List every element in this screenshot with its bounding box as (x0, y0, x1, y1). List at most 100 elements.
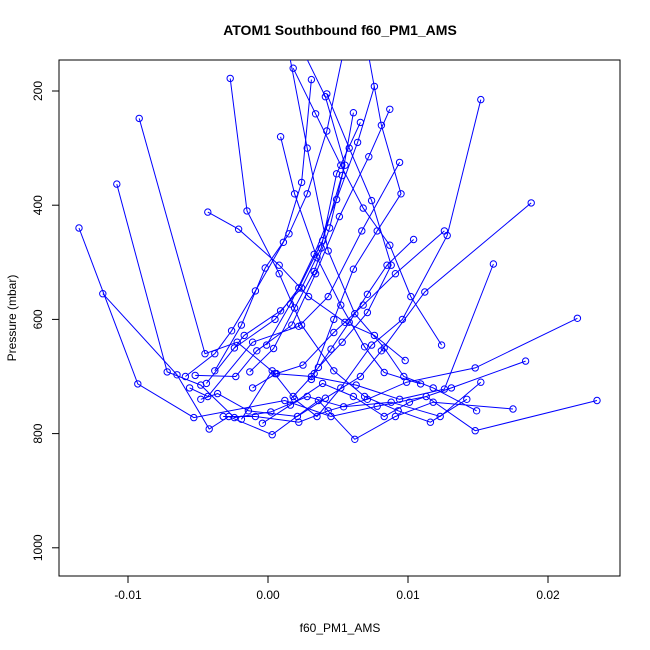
data-point (99, 290, 107, 298)
series-line-16 (292, 67, 443, 346)
x-tick-label: 0.00 (256, 588, 280, 602)
data-point (262, 341, 271, 349)
data-point (324, 292, 332, 301)
series-line-2 (116, 183, 482, 419)
data-point (471, 364, 479, 372)
data-point (349, 109, 358, 117)
data-point (181, 372, 190, 381)
data-point (352, 381, 360, 389)
data-point (295, 284, 303, 292)
data-point (330, 328, 338, 337)
data-point (232, 372, 240, 381)
data-point (134, 380, 142, 388)
x-axis-label: f60_PM1_AMS (300, 621, 381, 635)
data-point (269, 344, 278, 353)
series-line-8 (229, 78, 468, 423)
data-point (303, 190, 311, 198)
series-line-5 (200, 202, 532, 418)
data-point (394, 407, 402, 415)
data-point (345, 144, 353, 152)
chart-title: ATOM1 Southbound f60_PM1_AMS (223, 22, 457, 38)
data-point (201, 350, 209, 358)
data-point (197, 395, 205, 403)
data-point (395, 158, 404, 167)
plot-frame (58, 59, 621, 577)
data-point (244, 407, 253, 415)
series-line-10 (195, 109, 391, 378)
data-point (429, 398, 437, 406)
data-point (440, 227, 449, 235)
series-line-24 (266, 86, 375, 346)
data-point (248, 384, 257, 392)
data-point (377, 121, 386, 130)
data-point (386, 105, 394, 114)
data-point (416, 380, 425, 388)
data-point (436, 412, 444, 421)
data-point (405, 398, 414, 406)
data-point (401, 356, 409, 365)
data-point (330, 315, 338, 324)
data-point (205, 425, 213, 433)
data-point (509, 405, 517, 413)
data-point (304, 292, 313, 301)
data-point (185, 384, 194, 392)
series-line-22 (292, 239, 414, 397)
data-point (303, 144, 311, 152)
data-point (370, 331, 379, 340)
y-axis-label: Pressure (mbar) (5, 275, 19, 362)
data-point (297, 178, 306, 187)
data-point (243, 207, 251, 215)
data-point (202, 379, 211, 388)
data-point (356, 372, 365, 381)
data-point (295, 322, 303, 330)
data-point (286, 300, 295, 308)
data-point (380, 368, 388, 377)
data-point (429, 384, 437, 392)
data-point (360, 392, 369, 401)
data-point (234, 225, 243, 233)
data-point (367, 196, 376, 205)
data-point (251, 287, 260, 295)
data-point (351, 435, 359, 443)
data-point (311, 110, 320, 118)
data-point (191, 371, 199, 380)
data-point (297, 42, 303, 48)
data-point (272, 369, 281, 378)
series-line-6 (223, 317, 578, 423)
data-point (471, 427, 479, 435)
x-tick-label: 0.01 (396, 588, 420, 602)
data-point (358, 227, 366, 235)
data-point (340, 48, 346, 54)
data-point (380, 344, 388, 352)
series-line-17 (207, 211, 406, 361)
data-point (321, 394, 330, 402)
data-point (211, 350, 219, 358)
series-line-21 (249, 112, 354, 373)
data-point (463, 395, 471, 403)
data-point (204, 208, 212, 216)
data-point (219, 412, 227, 421)
data-point (395, 395, 404, 403)
data-point (246, 368, 254, 376)
x-tick-label: -0.01 (114, 588, 142, 602)
series-line-18 (252, 230, 445, 389)
series-line-9 (289, 60, 477, 412)
data-point (321, 93, 330, 101)
series-line-20 (234, 60, 346, 349)
data-point (307, 75, 316, 84)
data-point (324, 407, 332, 415)
series-line-12 (214, 60, 343, 372)
data-point (290, 190, 299, 198)
y-tick-label: 1000 (31, 534, 45, 561)
data-point (477, 95, 485, 104)
data-point (349, 392, 358, 401)
data-point (397, 190, 405, 198)
series-line-1 (102, 293, 514, 440)
data-point (276, 307, 285, 315)
data-point (391, 412, 400, 421)
data-point (400, 372, 408, 381)
data-point (335, 212, 344, 221)
data-point (275, 261, 283, 269)
data-point (290, 304, 299, 312)
